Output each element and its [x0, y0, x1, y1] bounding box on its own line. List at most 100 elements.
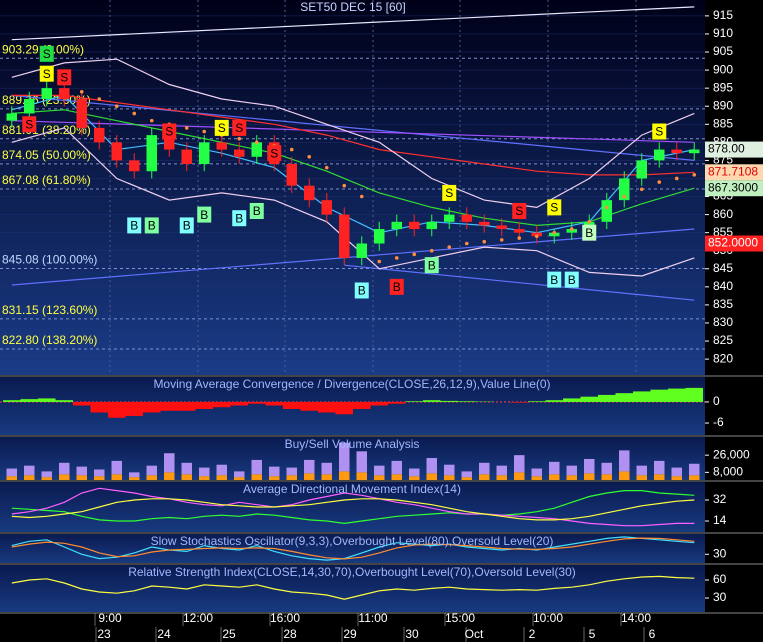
bar [685, 387, 703, 402]
volume-bar [426, 458, 437, 474]
volume-bar [426, 473, 437, 480]
candle-body [479, 221, 490, 226]
y-tick-label: 900 [713, 62, 733, 76]
volume-bar [374, 475, 385, 480]
bar [125, 401, 143, 417]
candle-body [111, 142, 122, 161]
y-tick-label: 30 [713, 546, 727, 560]
signal-box [249, 202, 264, 219]
volume-bar [164, 472, 175, 480]
y-tick-label: 830 [713, 315, 733, 329]
sar-dot [114, 104, 119, 109]
bar [300, 401, 318, 411]
volume-bar [356, 472, 367, 480]
axis-background [705, 565, 763, 612]
y-tick-label: 32 [713, 492, 727, 506]
volume-bar [444, 475, 455, 480]
date-label: 6 [649, 627, 656, 641]
candle-body [444, 214, 455, 222]
sar-dot [254, 140, 259, 145]
signal-box [57, 69, 72, 86]
candle-body [654, 149, 665, 161]
y-tick-label: 0 [713, 394, 720, 408]
time-label: 15:00 [445, 611, 475, 625]
signal-label: B [130, 219, 138, 233]
price-tag [705, 141, 763, 158]
candle-body [426, 221, 437, 230]
price-tag-label: 871.7108 [708, 164, 758, 178]
bar [73, 401, 91, 406]
volume-bar [304, 473, 315, 480]
volume-bar [286, 467, 297, 476]
chart-title: SET50 DEC 15 [60] [300, 0, 405, 14]
fib-label: 867.08 (61.80%) [2, 173, 91, 187]
candle-body [146, 135, 157, 172]
volume-bar [216, 464, 227, 476]
bar [598, 394, 616, 402]
bar [633, 391, 651, 402]
date-label: 30 [405, 627, 419, 641]
volume-bar [321, 462, 332, 475]
volume-bar [234, 477, 245, 480]
series-line [11, 58, 695, 209]
volume-bar [146, 475, 157, 480]
signal-label: S [445, 186, 453, 200]
volume-bar [514, 455, 525, 473]
volume-bar [94, 469, 105, 477]
volume-bar [391, 460, 402, 475]
candle-body [181, 149, 192, 165]
date-label: Oct [465, 627, 484, 641]
panel-title: Buy/Sell Volume Analysis [285, 437, 420, 451]
panel-title: Slow Stochastics Oscillator(9,3,3),Overb… [151, 534, 554, 548]
sar-dot [447, 245, 452, 249]
sar-dot [499, 238, 504, 242]
bar [160, 401, 178, 411]
volume-bar [41, 471, 52, 478]
signal-label: S [43, 67, 51, 81]
date-label: 25 [222, 627, 236, 641]
volume-bar [496, 465, 507, 476]
candle-body [199, 142, 210, 165]
volume-bar [129, 477, 140, 480]
series-line [344, 264, 695, 301]
candle-body [41, 88, 52, 99]
candle-body [234, 149, 245, 157]
series-line [11, 490, 695, 525]
y-tick-label: 825 [713, 333, 733, 347]
candle-body [356, 243, 367, 258]
axis-background [705, 437, 763, 480]
signal-box [144, 217, 159, 234]
bar [528, 401, 546, 402]
volume-bar [636, 465, 647, 476]
sar-dot [307, 154, 312, 159]
volume-bar [129, 472, 140, 478]
y-tick-label: 890 [713, 98, 733, 112]
volume-bar [356, 451, 367, 473]
y-tick-label: 845 [713, 261, 733, 275]
axis-background [705, 534, 763, 563]
signal-box [232, 119, 247, 136]
signal-box [547, 271, 562, 288]
series-line [11, 575, 695, 600]
signal-label: B [200, 208, 208, 222]
bar [265, 401, 283, 406]
bar [55, 400, 73, 402]
bar [318, 401, 336, 413]
sar-dot [184, 126, 189, 130]
candle-body [6, 113, 17, 121]
volume-bar [286, 475, 297, 480]
signal-box [39, 45, 54, 62]
time-label: 9:00 [98, 611, 122, 625]
bar [108, 401, 126, 418]
bar [423, 400, 441, 402]
sar-dot [569, 227, 574, 231]
sar-dot [394, 256, 399, 260]
signal-label: B [550, 273, 558, 287]
candle-body [566, 229, 577, 233]
signal-label: S [218, 121, 226, 135]
signal-label: B [253, 204, 261, 218]
sar-dot [342, 183, 347, 188]
fib-label: 831.15 (123.60%) [2, 303, 97, 317]
volume-bar [234, 471, 245, 478]
bar [370, 401, 388, 406]
